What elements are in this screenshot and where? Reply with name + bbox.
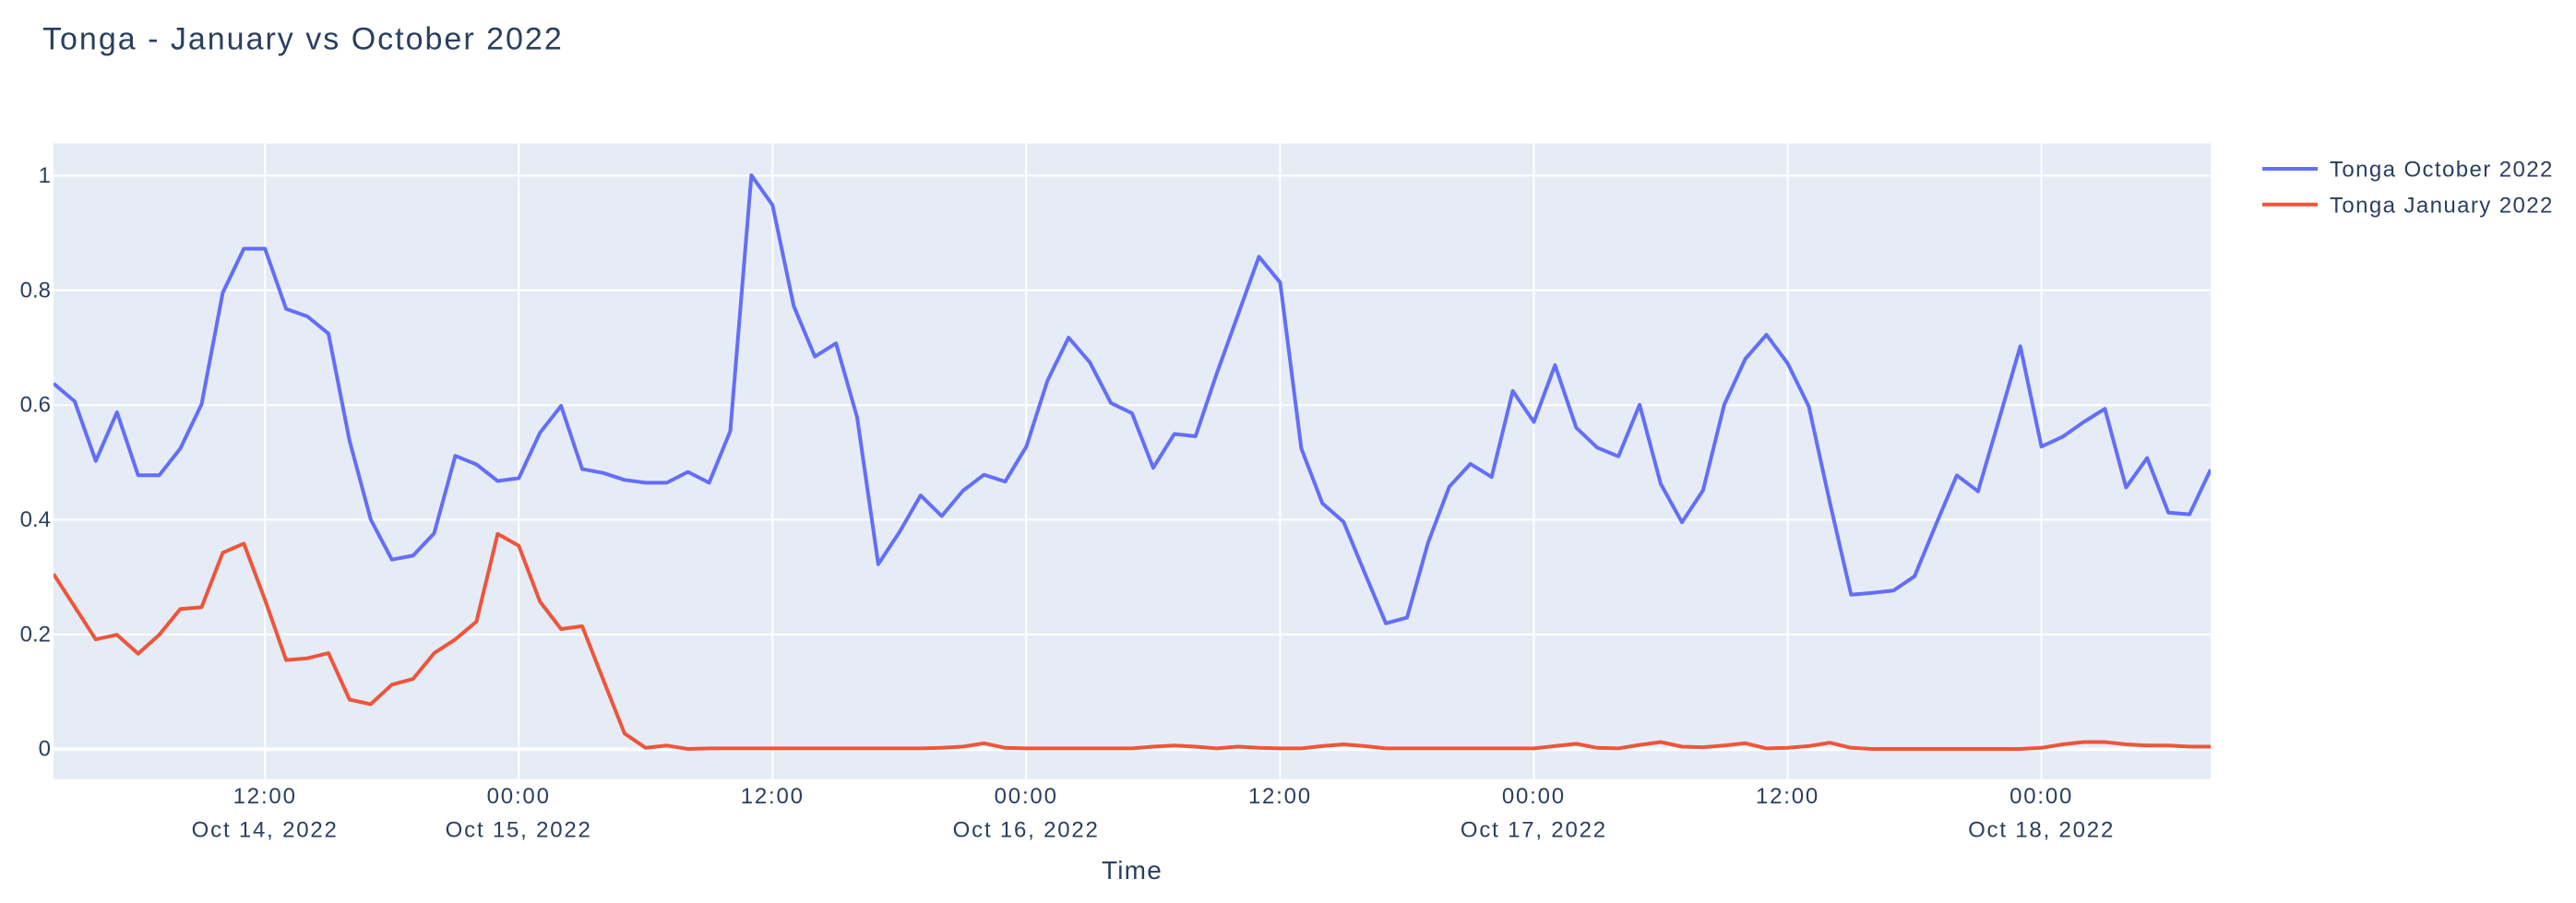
svg-text:0.8: 0.8	[20, 278, 51, 303]
svg-text:Tonga October 2022: Tonga October 2022	[2330, 158, 2554, 183]
svg-text:0.4: 0.4	[20, 507, 51, 532]
svg-text:Oct 18, 2022: Oct 18, 2022	[1968, 817, 2115, 842]
svg-text:0.6: 0.6	[20, 393, 51, 418]
svg-text:00:00: 00:00	[487, 784, 551, 809]
svg-text:Oct 16, 2022: Oct 16, 2022	[953, 817, 1100, 842]
svg-text:Oct 17, 2022: Oct 17, 2022	[1461, 817, 1607, 842]
svg-text:0.2: 0.2	[20, 622, 51, 647]
svg-text:Oct 14, 2022: Oct 14, 2022	[192, 817, 339, 842]
svg-text:Tonga - January vs October 202: Tonga - January vs October 2022	[42, 22, 564, 57]
svg-text:12:00: 12:00	[1756, 784, 1819, 809]
svg-text:00:00: 00:00	[1502, 784, 1566, 809]
svg-text:00:00: 00:00	[995, 784, 1058, 809]
svg-text:12:00: 12:00	[1248, 784, 1312, 809]
svg-text:0: 0	[39, 737, 51, 762]
svg-text:Oct 15, 2022: Oct 15, 2022	[446, 817, 592, 842]
svg-text:Time: Time	[1102, 856, 1163, 885]
svg-text:12:00: 12:00	[233, 784, 297, 809]
svg-text:1: 1	[39, 163, 51, 188]
svg-text:Tonga January 2022: Tonga January 2022	[2330, 193, 2554, 218]
svg-text:12:00: 12:00	[741, 784, 805, 809]
svg-text:00:00: 00:00	[2010, 784, 2073, 809]
